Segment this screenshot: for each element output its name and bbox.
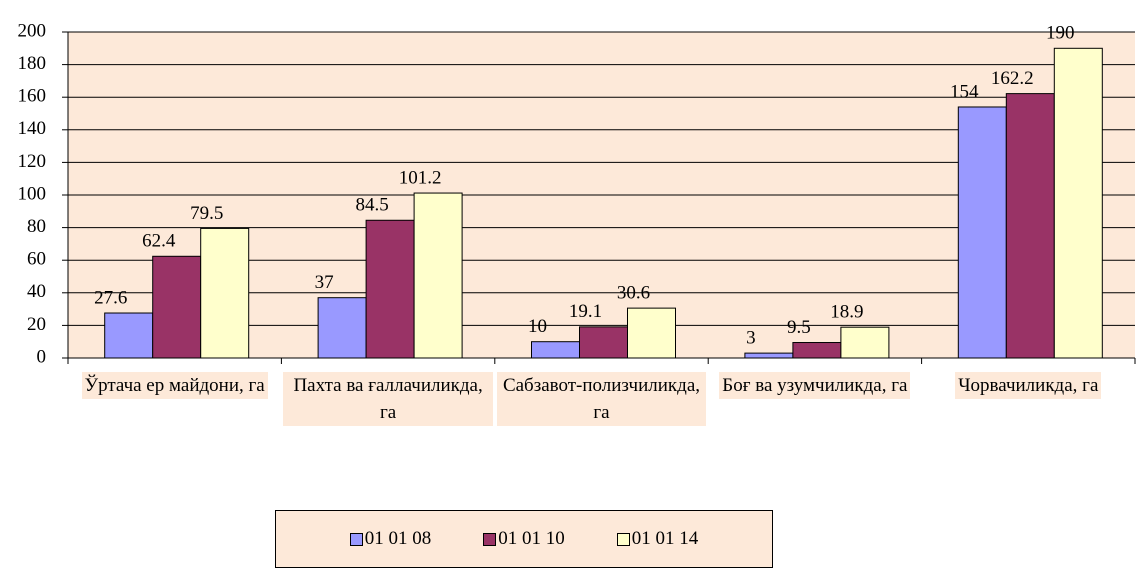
y-tick-label: 40 <box>27 281 46 302</box>
x-tick-label: Пахта ва ғаллачиликда, га <box>283 372 493 426</box>
data-label: 19.1 <box>569 301 602 322</box>
bar <box>579 326 628 359</box>
y-tick-label: 120 <box>18 151 47 172</box>
data-label: 62.4 <box>142 231 176 252</box>
y-tick-label: 60 <box>27 249 46 270</box>
x-tick-label-box: Боғ ва узумчиликда, га <box>710 372 919 399</box>
x-tick-label: Ўртача ер майдони, га <box>81 372 268 399</box>
bar <box>152 255 202 359</box>
data-label: 37 <box>315 272 334 293</box>
x-tick-label-box: Пахта ва ғаллачиликда, га <box>283 372 493 426</box>
x-tick-label-box: Ўртача ер майдони, га <box>70 372 279 399</box>
data-label: 3 <box>746 327 756 348</box>
bar <box>1053 47 1103 359</box>
data-label: 18.9 <box>830 302 863 323</box>
legend-label: 01 01 14 <box>631 528 699 549</box>
y-tick-label: 200 <box>18 20 47 41</box>
y-tick-label: 100 <box>18 183 47 204</box>
bar <box>531 341 580 359</box>
x-tick-label: Боғ ва узумчиликда, га <box>719 372 911 399</box>
data-label: 30.6 <box>617 282 650 303</box>
y-tick-label: 0 <box>37 346 47 367</box>
x-tick-label-box: Чорвачиликда, га <box>924 372 1133 399</box>
bar <box>317 297 367 359</box>
data-label: 101.2 <box>399 167 442 188</box>
legend-item: 01 01 10 <box>483 528 565 550</box>
legend-swatch <box>483 532 497 546</box>
legend-swatch <box>349 532 363 546</box>
bar <box>200 227 250 359</box>
data-label: 84.5 <box>355 195 388 216</box>
data-label: 9.5 <box>787 317 811 338</box>
data-label: 154 <box>950 81 979 102</box>
y-tick-label: 160 <box>18 86 47 107</box>
x-tick-label: Сабзавот-полизчиликда, га <box>496 372 707 426</box>
bar <box>627 307 676 359</box>
legend-item: 01 01 08 <box>349 528 432 550</box>
bar <box>957 106 1007 359</box>
x-tick-label-box: Сабзавот-полизчиликда, га <box>496 372 707 426</box>
legend-label: 01 01 10 <box>498 528 565 549</box>
data-label: 162.2 <box>991 68 1034 89</box>
legend-item: 01 01 14 <box>616 528 699 550</box>
data-label: 10 <box>528 316 547 337</box>
bar <box>840 326 890 359</box>
bar <box>744 352 794 359</box>
data-label: 27.6 <box>94 287 127 308</box>
legend-swatch <box>616 532 630 546</box>
y-tick-label: 180 <box>18 53 47 74</box>
legend-label: 01 01 08 <box>364 528 432 549</box>
bar <box>365 219 415 359</box>
x-tick-label: Чорвачиликда, га <box>955 372 1102 399</box>
data-label: 190 <box>1046 23 1075 44</box>
data-label: 79.5 <box>190 203 223 224</box>
bar <box>1005 93 1055 359</box>
bar <box>104 312 154 359</box>
y-tick-label: 20 <box>27 314 46 335</box>
bar <box>413 192 463 359</box>
bar <box>792 342 842 359</box>
legend: 01 01 08 01 01 10 01 01 14 <box>275 510 773 568</box>
y-tick-label: 140 <box>18 118 47 139</box>
y-tick-label: 80 <box>27 216 46 237</box>
